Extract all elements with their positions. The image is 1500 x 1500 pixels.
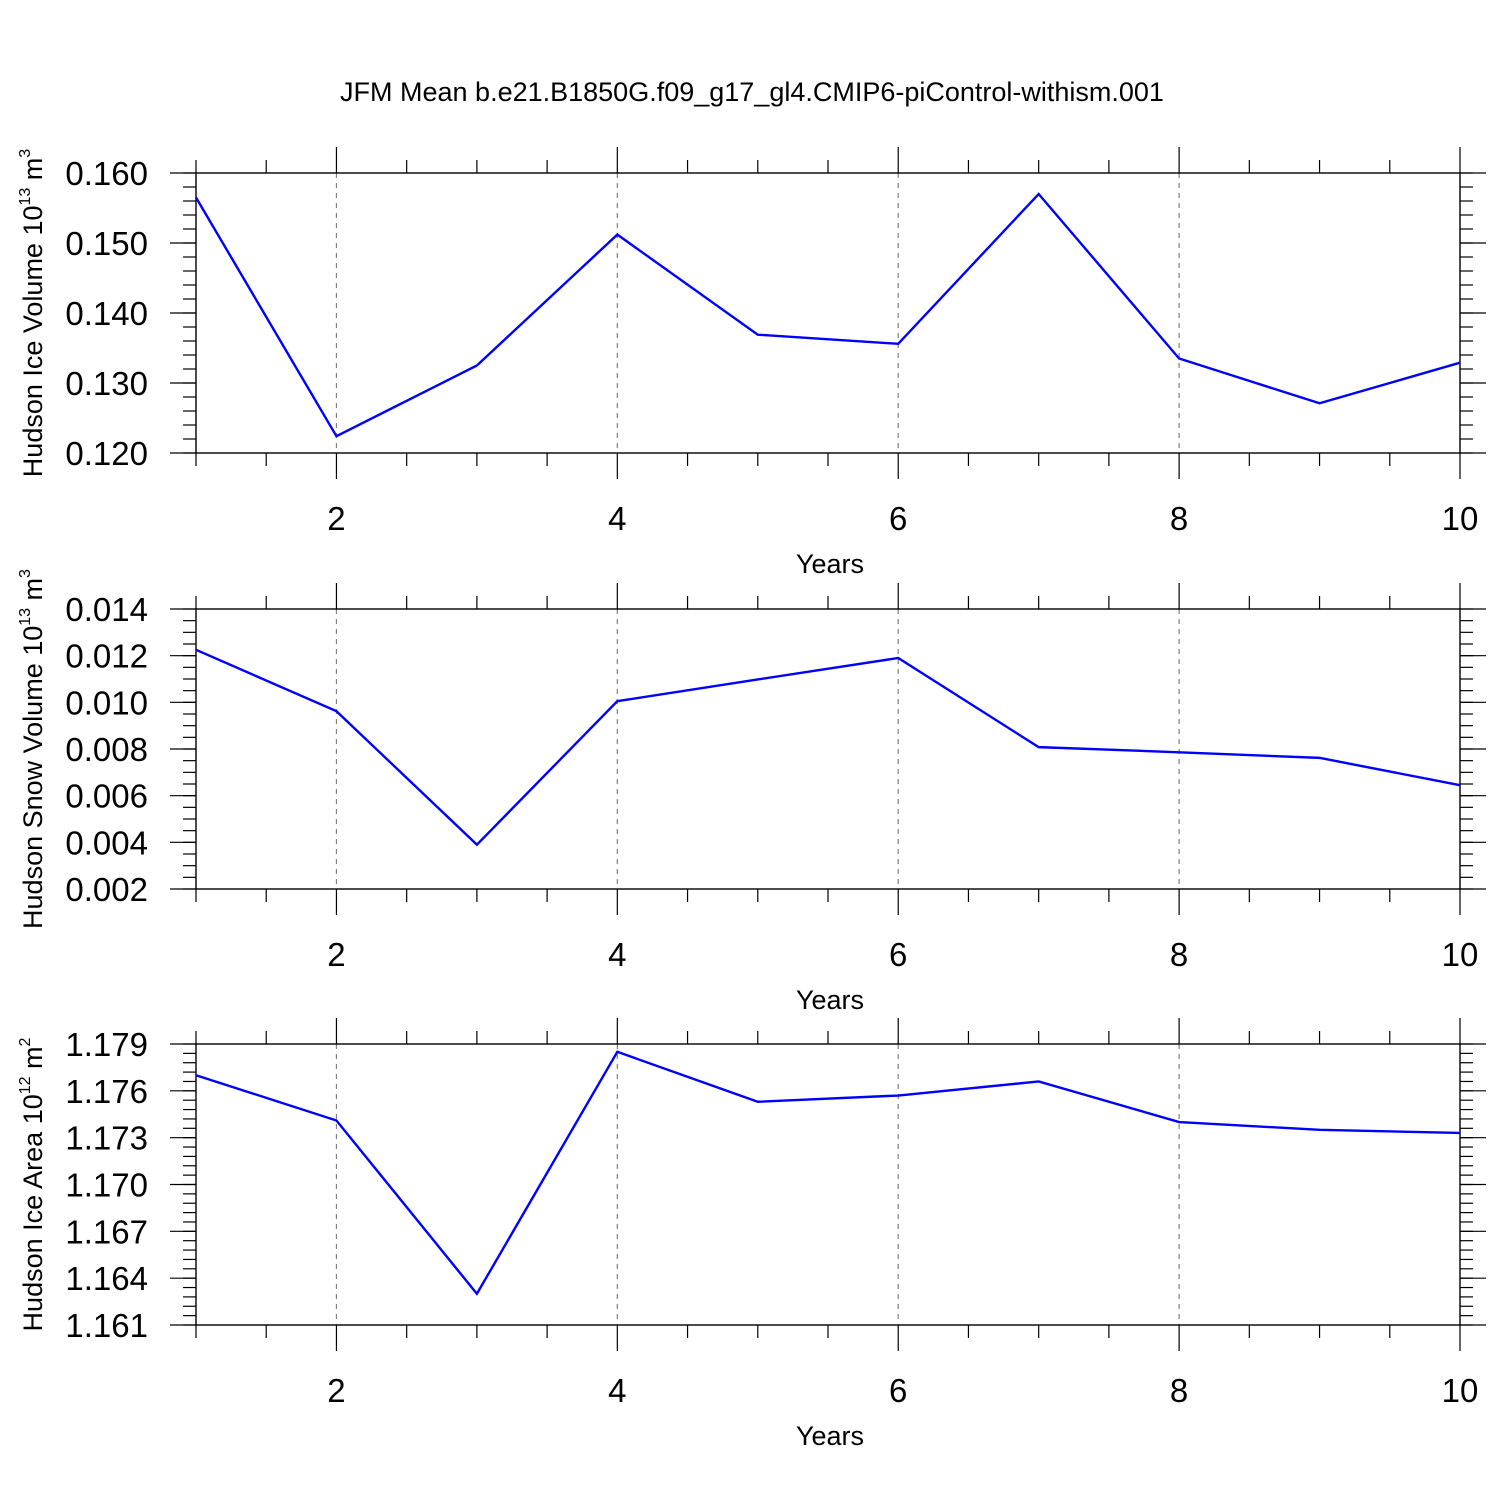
series-line <box>195 1050 1461 1296</box>
x-axis-label: Years <box>796 1421 864 1451</box>
y-tick-label: 0.010 <box>65 684 148 721</box>
y-axis-label: Hudson Ice Volume 1013 m3 <box>17 149 48 477</box>
y-tick-label: 1.176 <box>65 1073 148 1110</box>
y-tick-label: 0.120 <box>65 435 148 472</box>
series-line <box>194 192 1461 438</box>
chart-panel-3: 1.161 1.164 1.167 1.170 1.173 1.176 1.179 2 4 6 8 1… <box>17 1018 1486 1451</box>
x-axis-label: Years <box>796 549 864 579</box>
x-tick-label: 10 <box>1442 1372 1479 1409</box>
x-tick-label: 2 <box>327 936 345 973</box>
x-tick-label: 8 <box>1170 936 1188 973</box>
y-tick-label: 1.161 <box>65 1307 148 1344</box>
x-tick-label: 4 <box>608 500 626 537</box>
x-tick-label: 6 <box>889 936 907 973</box>
y-tick-label: 0.012 <box>65 638 148 675</box>
y-tick-label: 1.164 <box>65 1260 148 1297</box>
x-tick-label: 10 <box>1442 500 1479 537</box>
x-tick-label: 6 <box>889 500 907 537</box>
x-tick-label: 8 <box>1170 500 1188 537</box>
figure-title: JFM Mean b.e21.B1850G.f09_g17_gl4.CMIP6-… <box>340 77 1164 107</box>
x-tick-label: 8 <box>1170 1372 1188 1409</box>
x-tick-label: 4 <box>608 936 626 973</box>
plot-frame <box>195 608 1461 890</box>
y-tick-label: 0.008 <box>65 731 148 768</box>
y-tick-label: 0.140 <box>65 295 148 332</box>
y-tick-label: 0.150 <box>65 225 148 262</box>
y-tick-label: 0.006 <box>65 778 148 815</box>
y-tick-label: 1.170 <box>65 1167 148 1204</box>
x-tick-label: 2 <box>327 1372 345 1409</box>
y-tick-label: 0.002 <box>65 871 148 908</box>
chart-panels: 0.120 0.130 0.140 0.150 0.160 2 4 6 8 10 Years Huds… <box>17 147 1486 1451</box>
y-tick-label: 0.004 <box>65 824 148 861</box>
y-tick-label: 1.173 <box>65 1120 148 1157</box>
series-line <box>195 648 1461 847</box>
y-tick-label: 0.160 <box>65 155 148 192</box>
x-tick-label: 4 <box>608 1372 626 1409</box>
x-axis-label: Years <box>796 985 864 1015</box>
chart-panel-1: 0.120 0.130 0.140 0.150 0.160 2 4 6 8 10 Years Huds… <box>17 147 1486 579</box>
x-tick-label: 6 <box>889 1372 907 1409</box>
x-tick-label: 10 <box>1442 936 1479 973</box>
y-tick-label: 0.130 <box>65 365 148 402</box>
plot-frame <box>195 1043 1461 1326</box>
y-tick-label: 1.167 <box>65 1213 148 1250</box>
chart-panel-2: 0.002 0.004 0.006 0.008 0.010 0.012 0.014 2 4 6 8 1… <box>17 569 1486 1015</box>
y-tick-label: 1.179 <box>65 1026 148 1063</box>
x-tick-label: 2 <box>327 500 345 537</box>
y-tick-label: 0.014 <box>65 591 148 628</box>
y-axis-label: Hudson Snow Volume 1013 m3 <box>17 569 48 929</box>
y-axis-label: Hudson Ice Area 1012 m2 <box>17 1037 48 1331</box>
